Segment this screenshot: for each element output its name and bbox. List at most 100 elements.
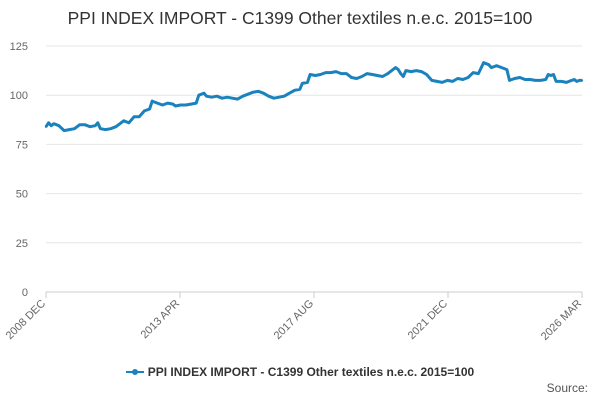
data-point[interactable] <box>580 79 584 82</box>
data-point[interactable] <box>397 68 400 71</box>
data-point[interactable] <box>441 81 444 84</box>
data-point[interactable] <box>446 79 449 82</box>
data-point[interactable] <box>52 122 55 125</box>
data-point[interactable] <box>500 66 503 69</box>
data-point[interactable] <box>495 64 498 67</box>
data-point[interactable] <box>554 80 558 83</box>
data-point[interactable] <box>539 79 542 82</box>
data-point[interactable] <box>371 73 374 76</box>
data-point[interactable] <box>73 127 76 130</box>
data-point[interactable] <box>83 123 87 126</box>
data-point[interactable] <box>62 129 66 132</box>
data-point[interactable] <box>293 89 296 92</box>
data-point[interactable] <box>114 125 118 128</box>
data-point[interactable] <box>50 124 53 127</box>
data-point[interactable] <box>570 79 573 82</box>
data-point[interactable] <box>391 68 395 71</box>
data-point[interactable] <box>148 107 151 111</box>
data-point[interactable] <box>44 125 48 128</box>
data-point[interactable] <box>544 78 547 81</box>
data-point[interactable] <box>425 73 428 76</box>
data-point[interactable] <box>314 74 317 77</box>
data-point[interactable] <box>262 92 265 95</box>
data-point[interactable] <box>549 74 553 77</box>
data-point[interactable] <box>195 101 198 105</box>
data-point[interactable] <box>534 79 537 82</box>
data-point[interactable] <box>386 72 389 75</box>
data-point[interactable] <box>415 69 418 72</box>
data-point[interactable] <box>68 128 71 131</box>
data-point[interactable] <box>220 97 224 100</box>
data-point[interactable] <box>197 94 200 97</box>
data-point[interactable] <box>161 103 164 107</box>
data-point[interactable] <box>529 78 532 81</box>
data-point[interactable] <box>466 76 470 79</box>
data-point[interactable] <box>490 66 493 69</box>
data-point[interactable] <box>345 72 348 75</box>
data-point[interactable] <box>350 76 353 79</box>
data-point[interactable] <box>573 78 576 81</box>
data-point[interactable] <box>482 61 485 64</box>
chart-legend[interactable]: PPI INDEX IMPORT - C1399 Other textiles … <box>0 365 600 379</box>
data-point[interactable] <box>329 71 332 74</box>
data-point[interactable] <box>104 128 107 131</box>
data-point[interactable] <box>547 73 550 76</box>
data-point[interactable] <box>340 72 343 75</box>
data-point[interactable] <box>508 79 511 82</box>
data-point[interactable] <box>404 69 408 72</box>
data-point[interactable] <box>552 73 555 76</box>
data-point[interactable] <box>78 123 81 126</box>
data-point[interactable] <box>57 124 61 127</box>
data-point[interactable] <box>487 63 490 66</box>
data-point[interactable] <box>143 109 146 113</box>
data-point[interactable] <box>420 70 423 73</box>
data-point[interactable] <box>575 80 578 83</box>
data-point[interactable] <box>399 72 402 75</box>
data-point[interactable] <box>301 82 304 85</box>
data-point[interactable] <box>376 74 379 77</box>
data-point[interactable] <box>565 81 568 84</box>
data-point[interactable] <box>138 115 141 119</box>
data-point[interactable] <box>215 95 219 98</box>
data-point[interactable] <box>166 101 169 105</box>
data-point[interactable] <box>578 79 581 82</box>
data-point[interactable] <box>456 77 459 80</box>
data-point[interactable] <box>402 75 405 78</box>
data-point[interactable] <box>308 73 312 76</box>
data-point[interactable] <box>523 78 527 81</box>
data-point[interactable] <box>360 75 364 78</box>
data-point[interactable] <box>251 91 255 94</box>
data-point[interactable] <box>236 97 239 101</box>
data-point[interactable] <box>477 72 480 75</box>
data-point[interactable] <box>505 68 509 71</box>
data-point[interactable] <box>267 95 270 98</box>
data-point[interactable] <box>109 127 112 130</box>
data-point[interactable] <box>298 88 301 91</box>
data-point[interactable] <box>430 79 433 82</box>
data-point[interactable] <box>365 72 369 75</box>
data-point[interactable] <box>202 92 206 95</box>
data-point[interactable] <box>241 95 244 98</box>
data-point[interactable] <box>99 127 102 130</box>
data-point[interactable] <box>394 66 397 69</box>
data-point[interactable] <box>151 99 154 103</box>
data-point[interactable] <box>451 80 454 83</box>
data-point[interactable] <box>560 80 563 83</box>
data-point[interactable] <box>226 96 229 99</box>
data-point[interactable] <box>381 75 384 78</box>
data-point[interactable] <box>272 97 276 100</box>
data-point[interactable] <box>231 97 234 100</box>
data-point[interactable] <box>513 77 516 80</box>
data-point[interactable] <box>288 92 291 95</box>
data-point[interactable] <box>319 73 322 76</box>
data-point[interactable] <box>184 103 187 107</box>
data-point[interactable] <box>205 95 208 98</box>
data-point[interactable] <box>334 70 338 73</box>
data-point[interactable] <box>409 70 413 73</box>
data-point[interactable] <box>88 125 92 128</box>
data-point[interactable] <box>518 76 522 79</box>
data-point[interactable] <box>324 71 327 74</box>
data-point[interactable] <box>171 102 175 106</box>
data-point[interactable] <box>246 93 250 96</box>
data-point[interactable] <box>174 104 177 108</box>
